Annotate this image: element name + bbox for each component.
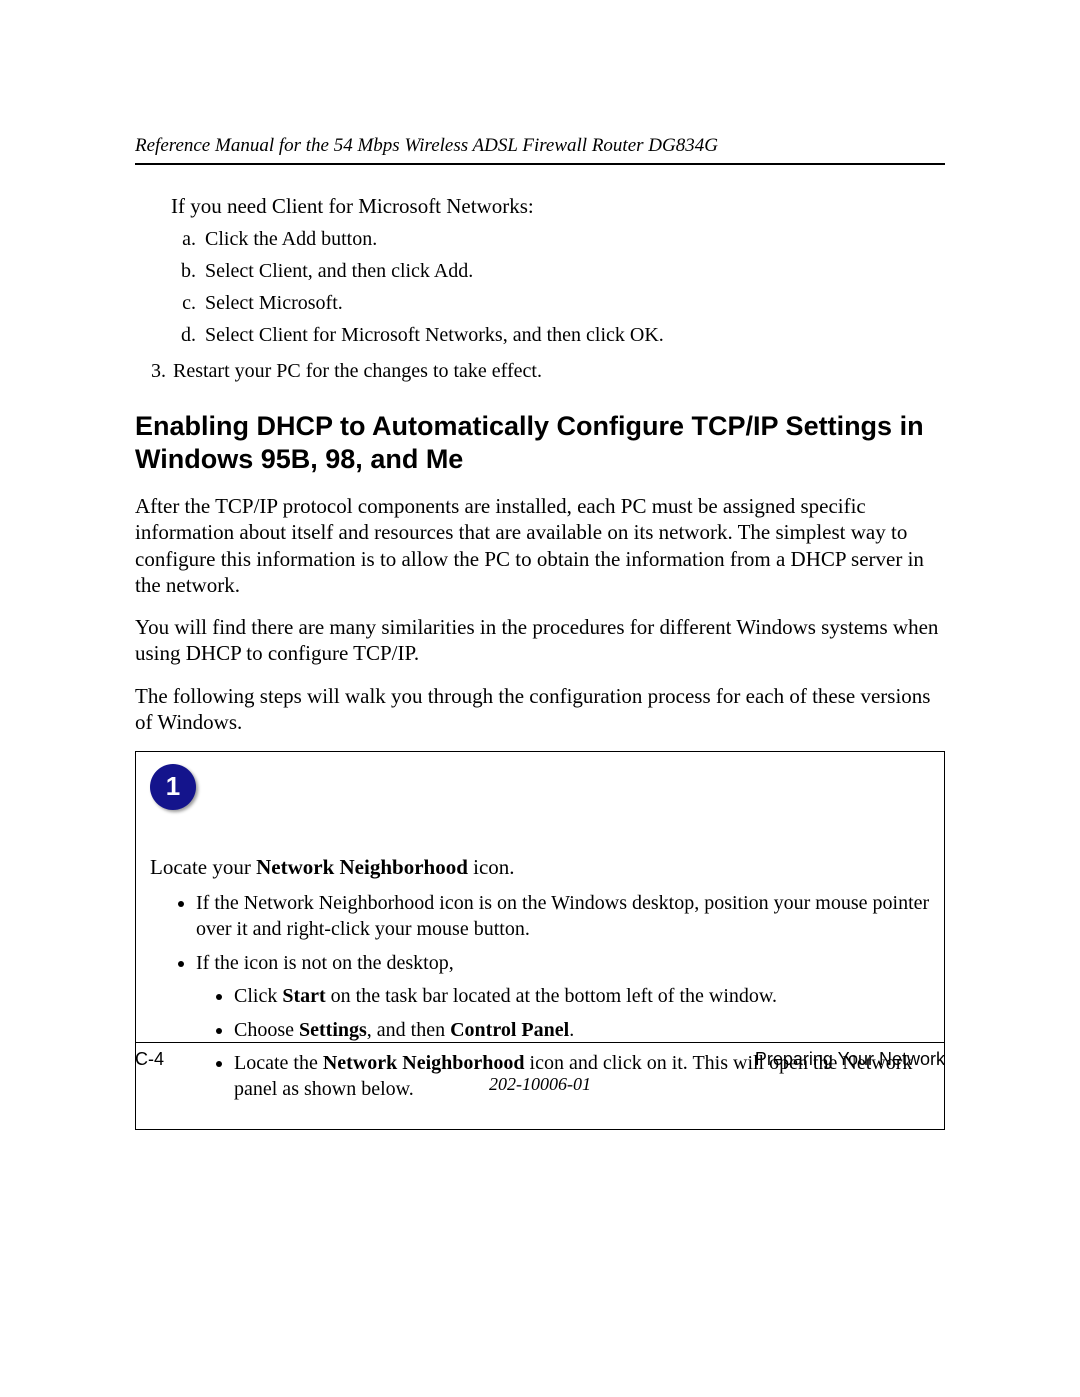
paragraph: After the TCP/IP protocol components are… [135,493,945,598]
page-number: C-4 [135,1049,164,1070]
footer-rule [135,1042,945,1043]
text: on the task bar located at the bottom le… [326,985,777,1007]
alpha-item: Click the Add button. [201,226,945,252]
bold-text: Start [282,985,325,1007]
header-rule [135,163,945,165]
step-lead: Locate your Network Neighborhood icon. [150,854,930,881]
alpha-item: Select Microsoft. [201,290,945,316]
numbered-item: Restart your PC for the changes to take … [171,358,945,384]
body-text: If you need Client for Microsoft Network… [135,193,945,1130]
footer-doc-number: 202-10006-01 [135,1074,945,1095]
text: Click [234,985,282,1007]
running-header: Reference Manual for the 54 Mbps Wireles… [135,135,945,163]
text: If the icon is not on the desktop, [196,952,454,974]
paragraph: You will find there are many similaritie… [135,614,945,667]
bullet-item: If the Network Neighborhood icon is on t… [196,891,930,942]
footer-row: C-4 Preparing Your Network [135,1049,945,1070]
text: Choose [234,1019,299,1041]
bold-text: Network Neighborhood [256,855,468,879]
step-badge: 1 [150,764,196,810]
numbered-list: Restart your PC for the changes to take … [135,358,945,384]
footer-section: Preparing Your Network [755,1049,945,1070]
bold-text: Settings [299,1019,367,1041]
text: icon. [468,855,515,879]
intro-line: If you need Client for Microsoft Network… [171,193,945,220]
text: . [569,1019,574,1041]
alpha-item: Select Client for Microsoft Networks, an… [201,322,945,348]
bold-text: Control Panel [450,1019,569,1041]
sub-bullet-item: Click Start on the task bar located at t… [234,984,930,1010]
sub-bullet-item: Choose Settings, and then Control Panel. [234,1018,930,1044]
document-page: Reference Manual for the 54 Mbps Wireles… [0,0,1080,1397]
text: Locate your [150,855,256,879]
paragraph: The following steps will walk you throug… [135,683,945,736]
page-footer: C-4 Preparing Your Network 202-10006-01 [135,1042,945,1095]
section-heading: Enabling DHCP to Automatically Configure… [135,410,945,475]
alpha-list: Click the Add button. Select Client, and… [171,226,945,348]
text: , and then [367,1019,450,1041]
content-area: Reference Manual for the 54 Mbps Wireles… [135,135,945,1130]
alpha-item: Select Client, and then click Add. [201,258,945,284]
